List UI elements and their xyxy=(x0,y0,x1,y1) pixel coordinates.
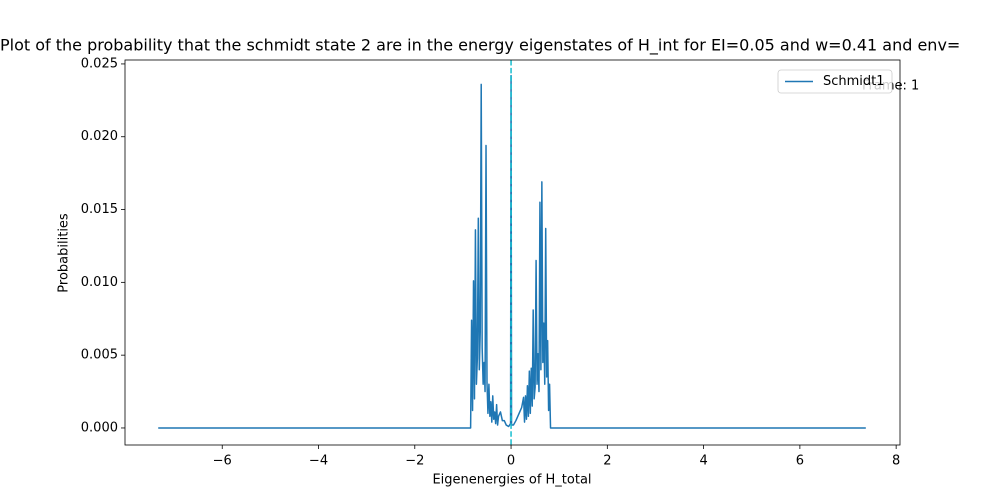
x-tick-label: −6 xyxy=(213,454,232,469)
y-axis-label: Probabilities xyxy=(57,213,72,293)
y-tick-label: 0.010 xyxy=(81,275,118,290)
x-tick-label: 6 xyxy=(796,454,804,469)
x-tick-label: 4 xyxy=(699,454,707,469)
plot-frame xyxy=(124,59,901,446)
legend-label: Schmidt1 xyxy=(823,74,885,89)
x-tick-label: 8 xyxy=(892,454,900,469)
x-tick-label: −2 xyxy=(405,454,424,469)
y-tick-label: 0.000 xyxy=(81,420,118,435)
data-line xyxy=(158,74,866,429)
y-tick-label: 0.020 xyxy=(81,129,118,144)
y-tick-label: 0.025 xyxy=(81,56,118,71)
x-tick-label: −4 xyxy=(309,454,328,469)
chart-title: Plot of the probability that the schmidt… xyxy=(0,36,960,56)
x-tick-label: 0 xyxy=(507,454,515,469)
x-axis-label: Eigenenergies of H_total xyxy=(432,473,591,488)
y-tick-label: 0.005 xyxy=(81,348,118,363)
x-tick-label: 2 xyxy=(603,454,611,469)
y-tick-label: 0.015 xyxy=(81,202,118,217)
legend-box xyxy=(777,69,893,94)
